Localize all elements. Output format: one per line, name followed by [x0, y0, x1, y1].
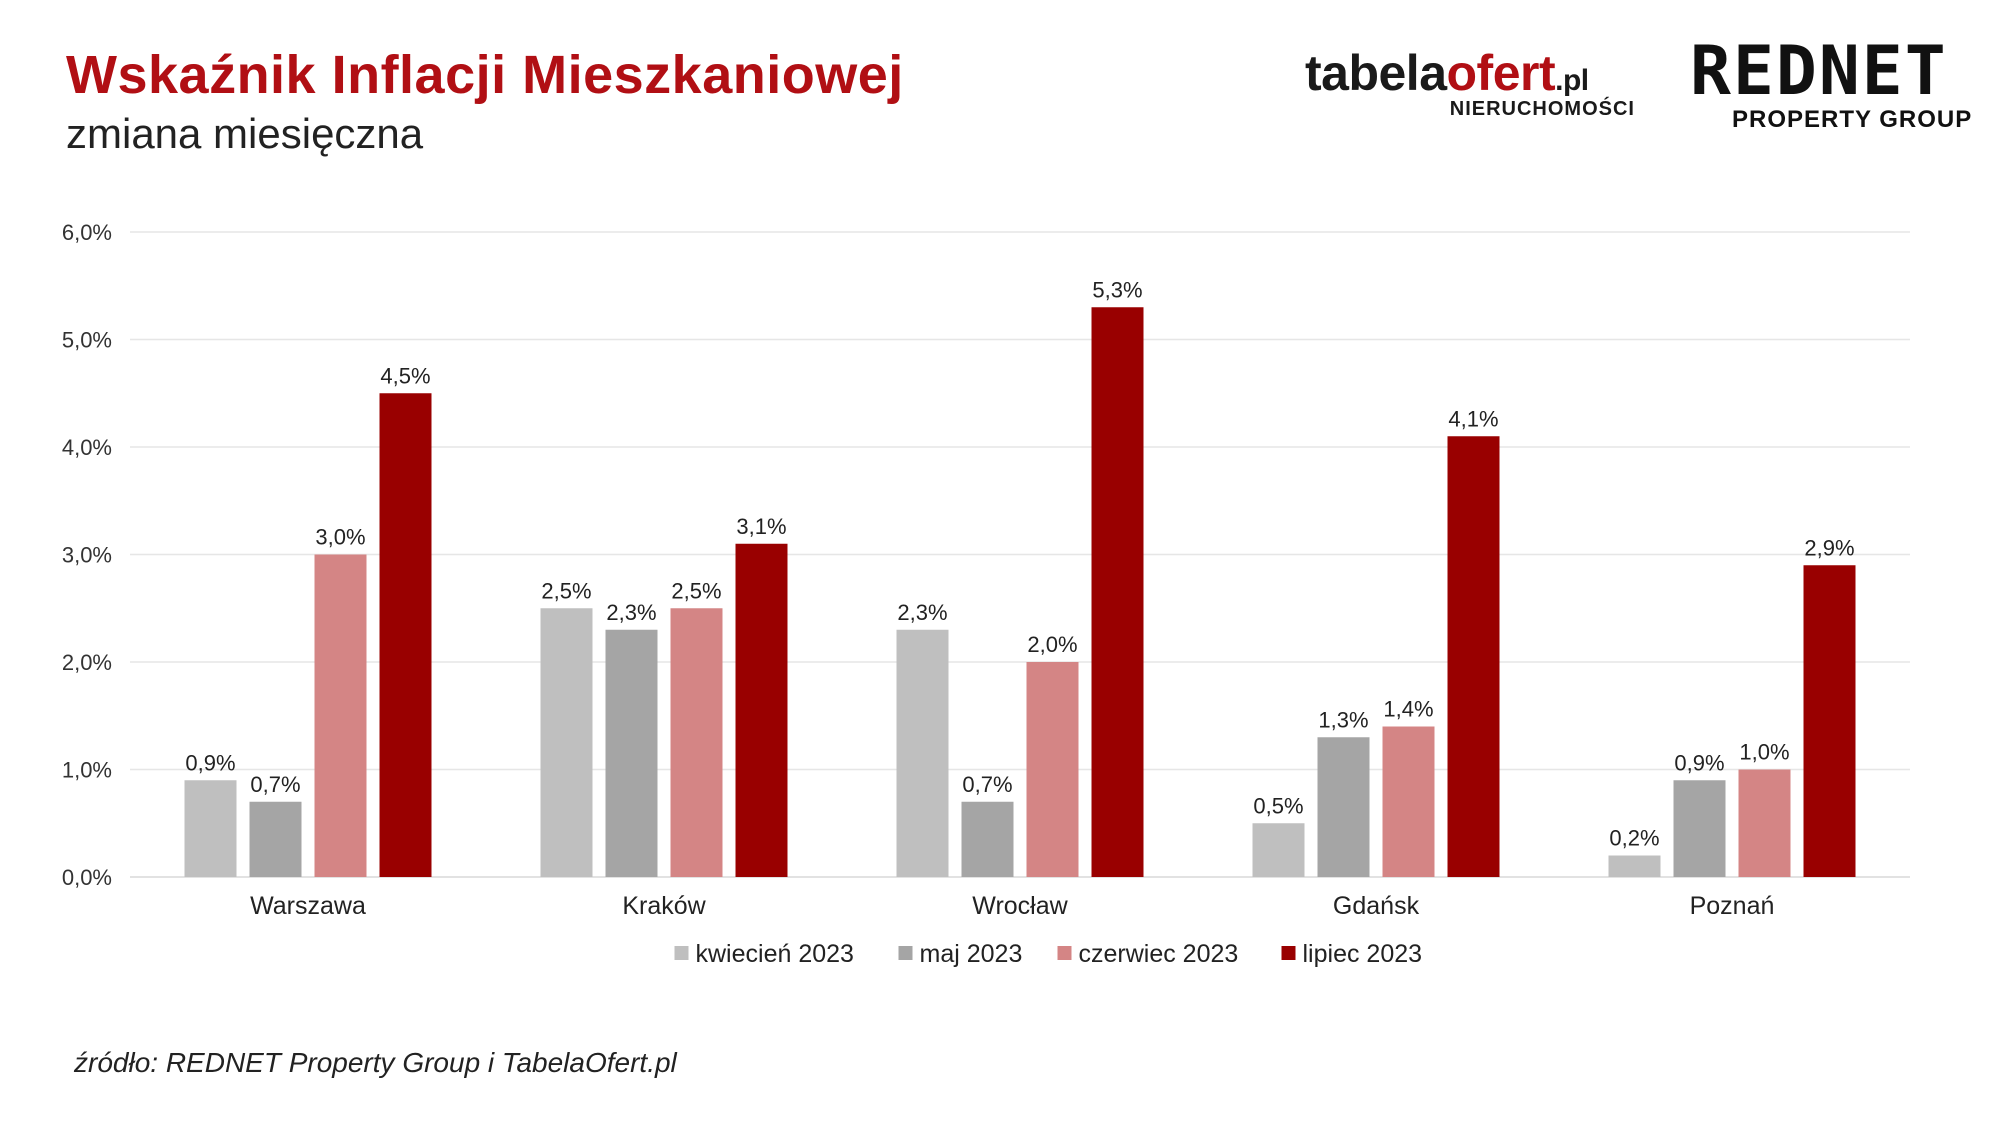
- rednet-logo-brand: REDNET: [1690, 32, 1948, 111]
- y-tick-label: 0,0%: [62, 865, 112, 890]
- bar: [961, 801, 1014, 877]
- legend-swatch: [1281, 946, 1296, 960]
- x-tick-label: Warszawa: [250, 892, 366, 920]
- data-label: 5,3%: [1092, 277, 1142, 302]
- tabelaofert-logo-tld: .pl: [1555, 64, 1589, 97]
- data-label: 0,9%: [1674, 750, 1724, 775]
- bar: [1382, 726, 1435, 877]
- data-label: 4,1%: [1448, 406, 1498, 431]
- legend-swatch: [898, 946, 913, 960]
- bar: [1673, 780, 1726, 877]
- tabelaofert-logo: tabelaofert.pl NIERUCHOMOŚCI: [1305, 44, 1635, 126]
- rednet-logo: REDNET PROPERTY GROUP: [1690, 38, 1980, 134]
- data-label: 2,5%: [671, 578, 721, 603]
- bars-layer: [184, 307, 1856, 877]
- legend-label: lipiec 2023: [1303, 940, 1423, 968]
- bar: [1091, 307, 1144, 877]
- data-label: 2,9%: [1804, 535, 1854, 560]
- y-tick-label: 1,0%: [62, 758, 112, 783]
- legend-swatch: [1057, 946, 1072, 960]
- y-tick-label: 4,0%: [62, 435, 112, 460]
- data-label: 3,0%: [315, 525, 365, 550]
- data-label: 4,5%: [380, 363, 430, 388]
- bar: [249, 801, 302, 877]
- data-label: 2,0%: [1027, 632, 1077, 657]
- x-tick-label: Gdańsk: [1333, 892, 1420, 920]
- bar: [1738, 769, 1791, 877]
- rednet-logo-tag: PROPERTY GROUP: [1732, 106, 1973, 133]
- tabelaofert-logo-accent: ofert: [1446, 45, 1556, 101]
- y-tick-label: 5,0%: [62, 328, 112, 353]
- data-label: 2,5%: [541, 578, 591, 603]
- data-label: 0,5%: [1253, 793, 1303, 818]
- data-label: 2,3%: [897, 600, 947, 625]
- data-label: 3,1%: [736, 514, 786, 539]
- bar: [670, 608, 723, 877]
- labels-layer: 0,9% 0,7% 3,0% 4,5% 2,5% 2,3% 2,5% 3,1% 2,3% 0,7%…: [185, 277, 1854, 850]
- data-label: 0,9%: [185, 750, 235, 775]
- bar: [184, 780, 237, 877]
- bar: [540, 608, 593, 877]
- bar: [1252, 823, 1305, 877]
- tabelaofert-logo-tag: NIERUCHOMOŚCI: [1449, 98, 1635, 120]
- bar: [735, 543, 788, 877]
- bar: [1608, 855, 1661, 877]
- bar: [379, 393, 432, 877]
- legend-label: kwiecień 2023: [696, 940, 854, 968]
- page-title: Wskaźnik Inflacji Mieszkaniowej: [66, 45, 904, 105]
- data-label: 1,4%: [1383, 697, 1433, 722]
- data-label: 1,0%: [1739, 740, 1789, 765]
- bar: [1803, 565, 1856, 877]
- bar: [605, 629, 658, 877]
- legend: kwiecień 2023 maj 2023 czerwiec 2023 lipiec…: [674, 940, 1423, 968]
- bar: [314, 554, 367, 877]
- x-tick-label: Poznań: [1690, 892, 1775, 920]
- bar: [1447, 436, 1500, 877]
- y-tick-label: 3,0%: [62, 543, 112, 568]
- legend-swatch: [674, 946, 689, 960]
- axis-layer: 0,0% 1,0% 2,0% 3,0% 4,0% 5,0% 6,0% Warszawa Krak…: [62, 220, 1775, 920]
- bar: [1317, 737, 1370, 877]
- y-tick-label: 2,0%: [62, 650, 112, 675]
- data-label: 0,2%: [1609, 826, 1659, 851]
- data-label: 0,7%: [250, 772, 300, 797]
- legend-label: czerwiec 2023: [1079, 940, 1239, 968]
- bar: [896, 629, 949, 877]
- data-label: 2,3%: [606, 600, 656, 625]
- tabelaofert-logo-brand: tabelaofert.pl: [1305, 44, 1589, 102]
- y-tick-label: 6,0%: [62, 220, 112, 245]
- bar: [1026, 662, 1079, 877]
- tabelaofert-logo-main: tabela: [1305, 45, 1447, 101]
- source-note: źródło: REDNET Property Group i TabelaOf…: [74, 1047, 677, 1078]
- data-label: 0,7%: [962, 772, 1012, 797]
- data-label: 1,3%: [1318, 707, 1368, 732]
- x-tick-label: Wrocław: [972, 892, 1068, 920]
- x-tick-label: Kraków: [622, 892, 706, 920]
- page-subtitle: zmiana miesięczna: [66, 110, 424, 157]
- legend-label: maj 2023: [920, 940, 1023, 968]
